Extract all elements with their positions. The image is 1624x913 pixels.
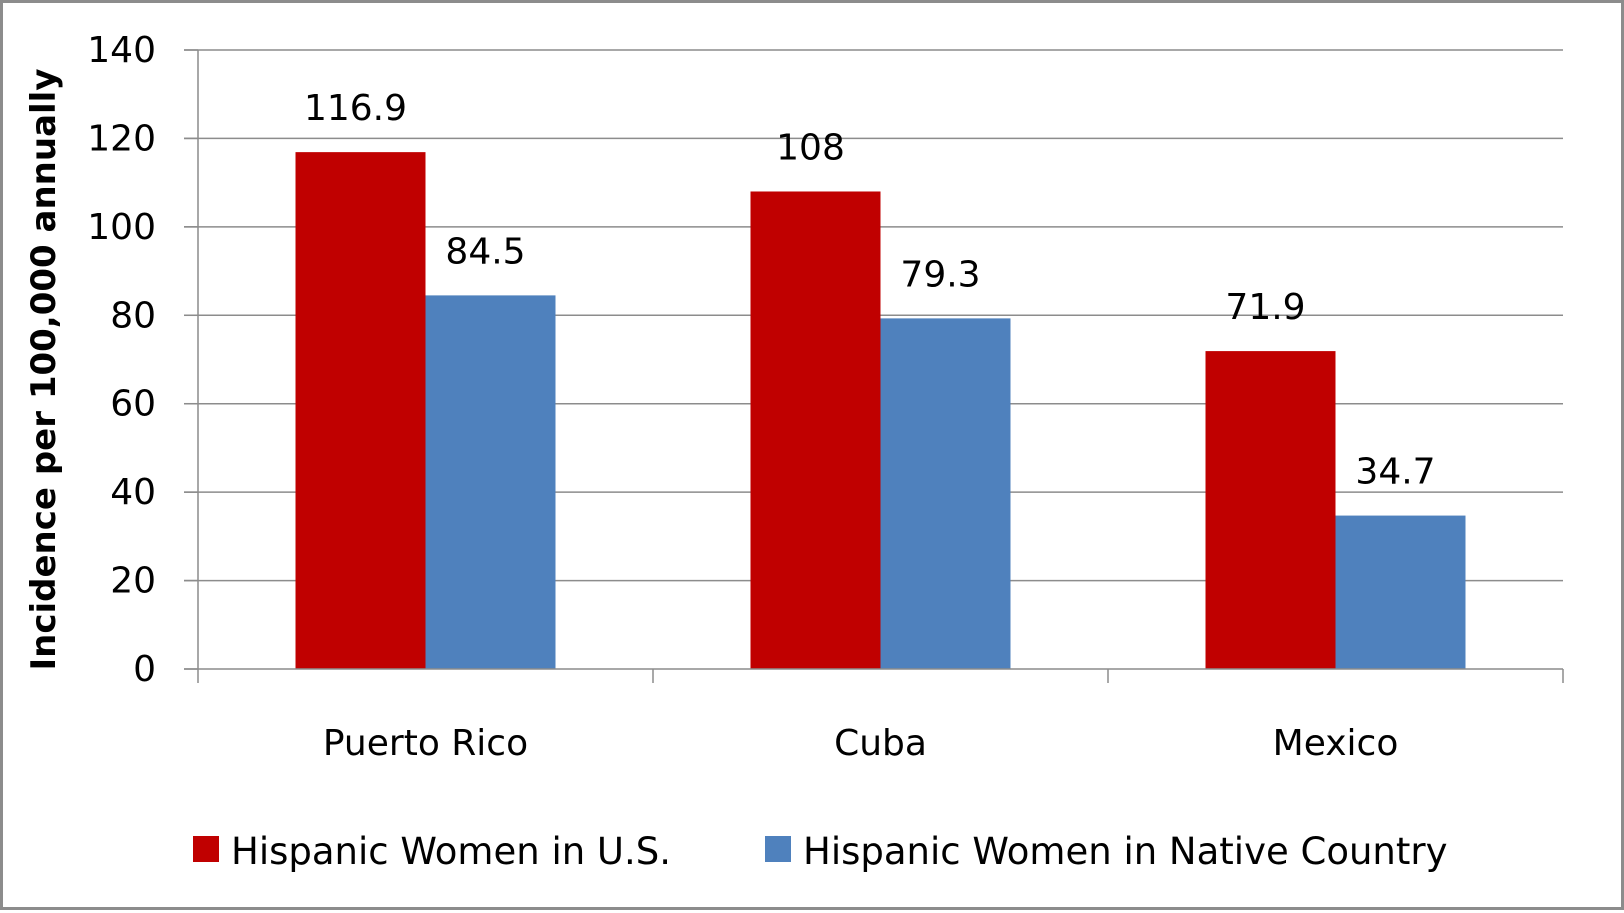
x-category-label: Cuba: [834, 723, 927, 764]
bar-us-mexico: [1205, 351, 1336, 669]
bar-us-puerto-rico: [295, 152, 426, 669]
y-tick-label: 80: [110, 295, 156, 336]
y-tick-label: 40: [110, 472, 156, 513]
data-labels: 116.9 84.5 108 79.3 71.9 34.7: [304, 88, 1436, 492]
y-axis-label: Incidence per 100,000 annually: [24, 69, 64, 671]
legend: Hispanic Women in U.S. Hispanic Women in …: [193, 830, 1447, 873]
legend-label: Hispanic Women in Native Country: [803, 830, 1447, 873]
legend-swatch: [765, 836, 791, 862]
x-category-label: Mexico: [1273, 723, 1399, 764]
y-tick-label: 140: [87, 30, 156, 71]
bars: [295, 152, 1466, 669]
x-category-label: Puerto Rico: [323, 723, 528, 764]
data-label: 34.7: [1355, 452, 1435, 493]
data-label: 79.3: [900, 254, 980, 295]
bar-native-puerto-rico: [425, 295, 556, 669]
bar-native-mexico: [1335, 515, 1466, 669]
data-label: 108: [776, 127, 845, 168]
y-tick-label: 120: [87, 118, 156, 159]
data-label: 116.9: [304, 88, 407, 129]
legend-label: Hispanic Women in U.S.: [231, 830, 671, 873]
category-labels: Puerto Rico Cuba Mexico: [323, 723, 1398, 764]
bar-us-cuba: [750, 191, 881, 669]
bar-chart: 0 20 40 60 80 100 120 140 116.9 84.5 108 79.3 71.9 3…: [24, 30, 1564, 873]
legend-swatch: [193, 836, 219, 862]
y-tick-labels: 0 20 40 60 80 100 120 140: [87, 30, 156, 690]
y-tick-label: 60: [110, 384, 156, 425]
y-tick-label: 0: [133, 649, 156, 690]
y-tick-label: 20: [110, 561, 156, 602]
y-tick-label: 100: [87, 207, 156, 248]
x-axis: [184, 49, 1564, 683]
data-label: 71.9: [1225, 287, 1305, 328]
bar-native-cuba: [880, 318, 1011, 669]
data-label: 84.5: [445, 231, 525, 272]
